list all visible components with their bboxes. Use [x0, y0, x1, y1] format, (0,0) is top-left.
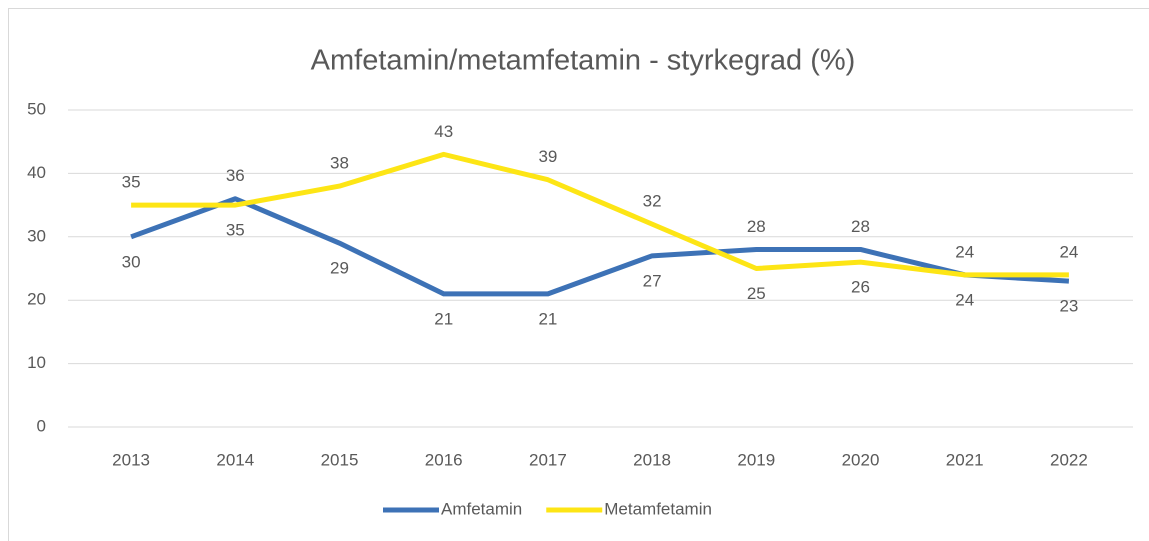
- x-tick-label: 2020: [842, 450, 880, 469]
- data-label: 39: [538, 147, 557, 166]
- series-line: [130, 196, 1070, 297]
- data-label: 21: [434, 309, 453, 328]
- y-tick-label: 50: [27, 99, 46, 118]
- data-label: 29: [330, 259, 349, 278]
- x-tick-label: 2021: [946, 450, 984, 469]
- y-tick-label: 30: [27, 226, 46, 245]
- chart-title: Amfetamin/metamfetamin - styrkegrad (%): [311, 45, 856, 77]
- data-label: 38: [330, 154, 349, 173]
- y-tick-label: 20: [27, 290, 46, 309]
- x-tick-label: 2019: [737, 450, 775, 469]
- data-label: 30: [122, 252, 141, 271]
- data-label: 35: [226, 221, 245, 240]
- x-tick-label: 2017: [529, 450, 567, 469]
- x-tick-label: 2013: [112, 450, 150, 469]
- data-label: 27: [643, 271, 662, 290]
- x-tick-label: 2018: [633, 450, 671, 469]
- x-tick-label: 2015: [321, 450, 359, 469]
- legend-label: Amfetamin: [441, 499, 522, 518]
- y-tick-label: 10: [27, 353, 46, 372]
- data-label: 24: [955, 242, 974, 261]
- data-label: 23: [1059, 297, 1078, 316]
- data-label: 43: [434, 122, 453, 141]
- x-tick-label: 2016: [425, 450, 463, 469]
- x-tick-label: 2014: [216, 450, 254, 469]
- data-label: 28: [747, 217, 766, 236]
- legend-label: Metamfetamin: [604, 499, 712, 518]
- data-label: 21: [538, 309, 557, 328]
- x-tick-label: 2022: [1050, 450, 1088, 469]
- data-label: 24: [1059, 242, 1078, 261]
- data-label: 32: [643, 192, 662, 211]
- y-tick-label: 0: [37, 416, 46, 435]
- data-label: 25: [747, 284, 766, 303]
- series-line: [131, 151, 1069, 278]
- data-label: 26: [851, 278, 870, 297]
- data-label: 35: [122, 173, 141, 192]
- data-label: 28: [851, 217, 870, 236]
- y-tick-label: 40: [27, 163, 46, 182]
- data-label: 24: [955, 290, 974, 309]
- data-label: 36: [226, 166, 245, 185]
